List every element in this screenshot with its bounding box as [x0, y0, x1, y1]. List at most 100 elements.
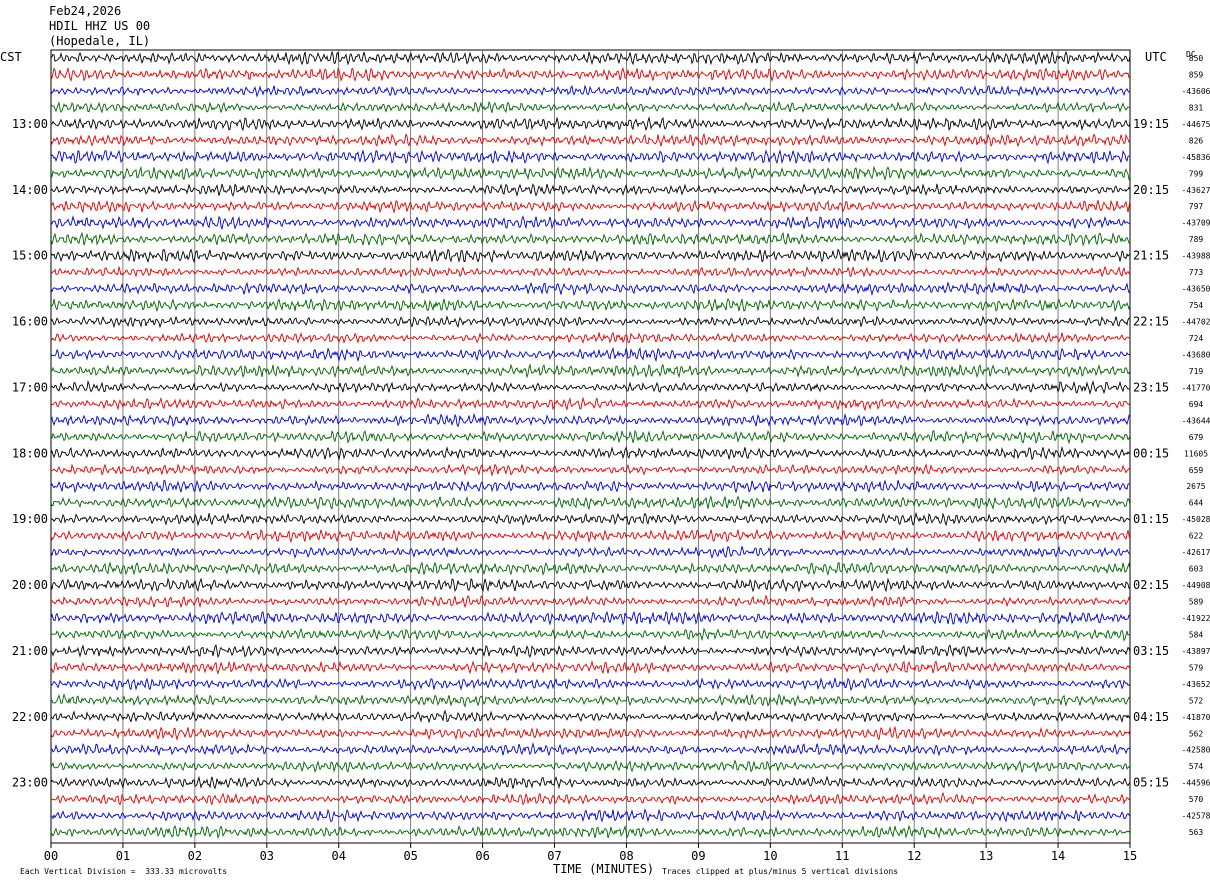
- seismic-trace-red: [50, 331, 1131, 344]
- dc-offset-label: 850: [1189, 54, 1204, 63]
- plot-frame: [50, 49, 1131, 844]
- left-hour-label: 21:00: [12, 644, 48, 658]
- left-hour-label: 22:00: [12, 710, 48, 724]
- dc-offset-label: -42617: [1182, 548, 1210, 557]
- dc-offset-label: 644: [1189, 499, 1204, 508]
- seismic-trace-black: [50, 644, 1131, 659]
- seismic-trace-green: [50, 824, 1131, 840]
- seismic-trace-black: [50, 248, 1131, 264]
- clip-note: Traces clipped at plus/minus 5 vertical …: [662, 867, 899, 876]
- x-tick-label: 15: [1123, 849, 1137, 863]
- right-hour-label: 04:15: [1133, 710, 1169, 724]
- seismic-trace-green: [50, 429, 1131, 445]
- dc-offset-label: -43988: [1182, 252, 1210, 261]
- right-hour-label: 01:15: [1133, 512, 1169, 526]
- date-label: Feb24,2026: [49, 4, 122, 18]
- left-hour-label: 23:00: [12, 776, 48, 790]
- dc-offset-label: 562: [1189, 729, 1204, 738]
- seismic-trace-green: [50, 692, 1131, 708]
- dc-offset-label: 603: [1189, 565, 1204, 574]
- dc-offset-label: 754: [1189, 301, 1204, 310]
- x-tick-label: 12: [907, 849, 921, 863]
- dc-offset-label: 859: [1189, 70, 1204, 79]
- seismic-trace-blue: [50, 610, 1131, 626]
- dc-offset-label: 789: [1189, 235, 1204, 244]
- dc-offset-label: 826: [1189, 136, 1204, 145]
- seismic-trace-red: [50, 199, 1131, 214]
- left-hour-label: 15:00: [12, 249, 48, 263]
- right-hour-label: 05:15: [1133, 776, 1169, 790]
- seismic-trace-black: [50, 577, 1131, 593]
- dc-offset-label: 570: [1189, 795, 1204, 804]
- x-tick-label: 13: [979, 849, 993, 863]
- dc-offset-label: -43606: [1182, 87, 1210, 96]
- seismic-trace-blue: [50, 479, 1131, 494]
- seismic-trace-red: [50, 528, 1131, 544]
- dc-offset-label: 799: [1189, 169, 1204, 178]
- right-hour-label: 03:15: [1133, 644, 1169, 658]
- left-hour-label: 20:00: [12, 578, 48, 592]
- seismic-trace-red: [50, 132, 1131, 148]
- dc-offset-label: -41770: [1182, 383, 1210, 392]
- seismic-trace-red: [50, 594, 1131, 609]
- x-tick-label: 04: [332, 849, 346, 863]
- dc-offset-label: -43644: [1182, 416, 1210, 425]
- x-tick-label: 08: [619, 849, 633, 863]
- seismic-trace-black: [50, 315, 1131, 329]
- dc-offset-label: -43897: [1182, 647, 1210, 656]
- dc-offset-label: 719: [1189, 367, 1204, 376]
- seismic-trace-blue: [50, 149, 1130, 165]
- seismic-trace-red: [51, 791, 1131, 806]
- seismic-trace-blue: [50, 412, 1131, 428]
- seismic-trace-black: [50, 379, 1130, 396]
- seismic-trace-blue: [50, 742, 1131, 757]
- x-tick-label: 07: [547, 849, 561, 863]
- seismic-trace-black: [50, 775, 1131, 790]
- dc-offset-label: 579: [1189, 663, 1204, 672]
- station-label: HDIL HHZ US 00: [49, 19, 151, 33]
- dc-offset-label: -41922: [1182, 614, 1210, 623]
- x-tick-label: 14: [1051, 849, 1065, 863]
- seismic-trace-blue: [50, 677, 1131, 692]
- dc-offset-label: 659: [1189, 466, 1204, 475]
- dc-offset-label: -44908: [1182, 581, 1210, 590]
- dc-label: DC: [1186, 50, 1196, 59]
- dc-offset-label: 584: [1189, 630, 1204, 639]
- right-hour-label: 20:15: [1133, 183, 1169, 197]
- seismic-trace-blue: [50, 545, 1131, 559]
- seismic-trace-red: [50, 660, 1131, 675]
- dc-offset-label: -43650: [1182, 285, 1210, 294]
- x-tick-label: 03: [260, 849, 274, 863]
- seismic-trace-green: [50, 297, 1131, 313]
- dc-offset-label: 773: [1189, 268, 1204, 277]
- dc-offset-label: -44702: [1182, 318, 1210, 327]
- dc-offset-label: -43709: [1182, 219, 1210, 228]
- seismic-trace-black: [50, 446, 1131, 461]
- left-hour-label: 18:00: [12, 446, 48, 460]
- dc-offset-label: 679: [1189, 433, 1204, 442]
- seismic-trace-green: [50, 231, 1131, 247]
- seismic-trace-blue: [50, 215, 1131, 231]
- seismic-trace-blue: [50, 281, 1131, 297]
- dc-offset-label: 589: [1189, 598, 1204, 607]
- left-hour-label: 19:00: [12, 512, 48, 526]
- seismic-trace-red: [50, 463, 1131, 477]
- left-hour-label: 13:00: [12, 117, 48, 131]
- seismic-trace-blue: [50, 84, 1131, 98]
- seismic-trace-red: [50, 725, 1131, 742]
- x-axis-label: TIME (MINUTES): [553, 862, 655, 876]
- seismic-trace-blue: [50, 808, 1131, 823]
- dc-offset-label: -41870: [1182, 713, 1210, 722]
- right-hour-label: 19:15: [1133, 117, 1169, 131]
- x-tick-label: 11: [835, 849, 849, 863]
- seismic-trace-green: [50, 759, 1131, 774]
- dc-offset-label: -42580: [1182, 746, 1210, 755]
- dc-offset-label: -44596: [1182, 779, 1210, 788]
- dc-offset-label: 2675: [1186, 482, 1205, 491]
- dc-offset-label: 831: [1189, 103, 1204, 112]
- seismic-trace-green: [51, 363, 1131, 379]
- seismic-trace-blue: [50, 346, 1131, 363]
- x-tick-label: 06: [475, 849, 489, 863]
- seismic-trace-black: [50, 511, 1131, 527]
